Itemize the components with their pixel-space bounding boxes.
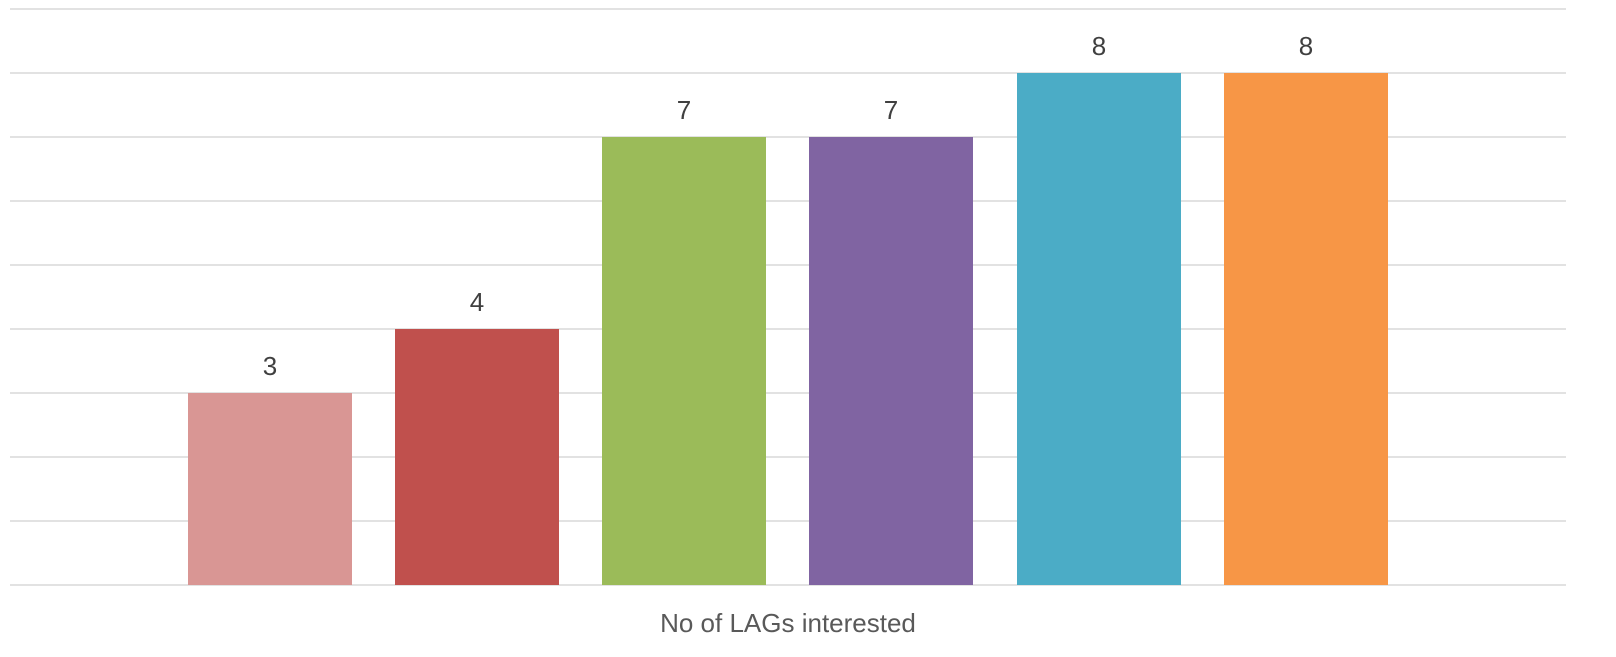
data-label-4: 7 bbox=[884, 95, 898, 125]
bars bbox=[188, 73, 1388, 585]
bar-2 bbox=[395, 329, 559, 585]
data-label-5: 8 bbox=[1092, 31, 1106, 61]
bar-4 bbox=[809, 137, 973, 585]
data-label-6: 8 bbox=[1299, 31, 1313, 61]
data-labels: 3 4 7 7 8 8 bbox=[263, 31, 1313, 381]
data-label-1: 3 bbox=[263, 351, 277, 381]
bar-6 bbox=[1224, 73, 1388, 585]
bar-1 bbox=[188, 393, 352, 585]
bar-5 bbox=[1017, 73, 1181, 585]
x-axis-title: No of LAGs interested bbox=[660, 608, 916, 638]
data-label-3: 7 bbox=[677, 95, 691, 125]
bar-3 bbox=[602, 137, 766, 585]
data-label-2: 4 bbox=[470, 287, 484, 317]
